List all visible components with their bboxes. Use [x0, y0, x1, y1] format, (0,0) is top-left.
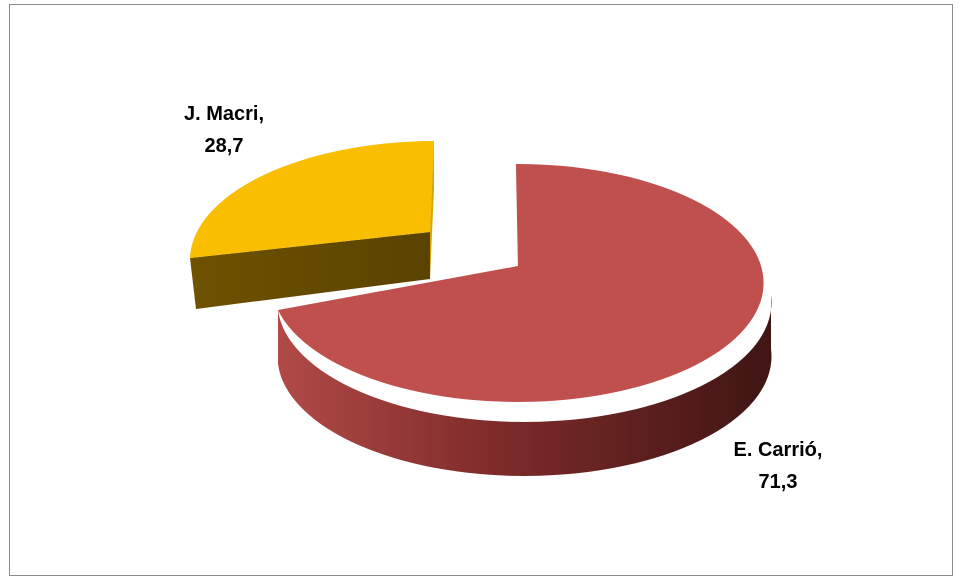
slice-j-macri: [190, 141, 434, 309]
slice-e-carrio-side: [278, 295, 772, 476]
slice-e-carrio-cut: [516, 164, 518, 270]
slice-j-macri-side: [190, 232, 430, 309]
label-e-carrio-value: 71,3: [759, 471, 798, 493]
label-j-macri-category: J. Macri,: [184, 103, 264, 125]
label-j-macri-value: 28,7: [205, 135, 244, 157]
slice-j-macri-top: [190, 141, 434, 258]
slice-e-carrio-top: [278, 163, 764, 402]
label-e-carrio-category: E. Carrió,: [734, 439, 823, 461]
slice-j-macri-cut: [430, 141, 434, 279]
slice-e-carrio: [278, 163, 772, 476]
